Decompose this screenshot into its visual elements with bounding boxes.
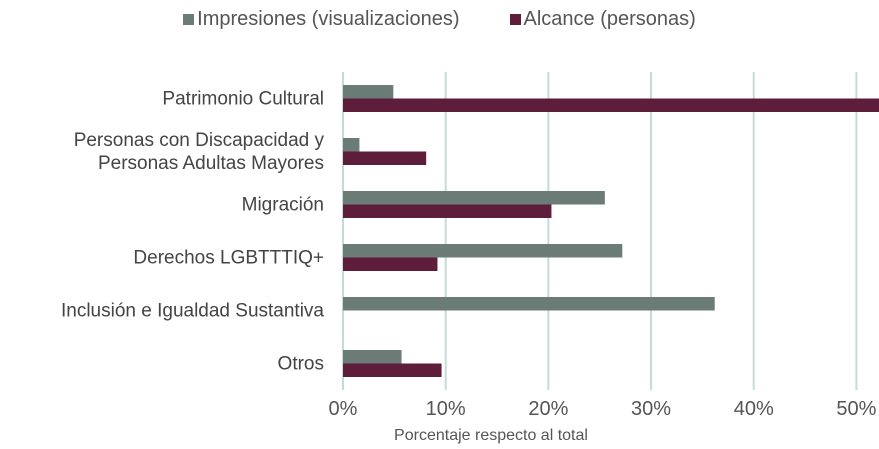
- bar: [343, 85, 394, 99]
- bar: [343, 244, 623, 258]
- legend-swatch: [183, 14, 195, 25]
- x-axis-label: Porcentaje respecto al total: [394, 427, 588, 444]
- x-tick-label: 30%: [631, 398, 672, 420]
- bar: [343, 297, 715, 311]
- category-label: Inclusión e Igualdad Sustantiva: [60, 300, 324, 321]
- bar: [343, 151, 427, 165]
- x-tick-label: 0%: [328, 398, 358, 420]
- category-label: Patrimonio Cultural: [162, 88, 324, 109]
- category-label: Personas con Discapacidad y Personas Adu…: [73, 129, 324, 174]
- bar: [343, 257, 438, 271]
- legend-label: Impresiones (visualizaciones): [197, 8, 460, 30]
- category-label: Derechos LGBTTTIQ+: [133, 247, 324, 268]
- x-tick-label: 10%: [425, 398, 466, 420]
- category-label: Otros: [277, 353, 324, 374]
- x-tick-label: 50%: [836, 398, 877, 420]
- legend-item: Impresiones (visualizaciones): [183, 8, 460, 31]
- legend-label: Alcance (personas): [523, 8, 696, 30]
- legend-item: Alcance (personas): [509, 8, 696, 31]
- bar: [343, 350, 402, 364]
- legend-swatch: [509, 14, 521, 25]
- bar: [343, 138, 360, 152]
- legend: Impresiones (visualizaciones) Alcance (pe…: [0, 8, 879, 31]
- bar: [343, 191, 605, 205]
- bar: [343, 363, 442, 377]
- bar: [343, 204, 552, 218]
- x-tick-label: 40%: [733, 398, 774, 420]
- x-tick-label: 20%: [528, 398, 569, 420]
- bar: [343, 98, 879, 112]
- category-label: Migración: [241, 194, 324, 215]
